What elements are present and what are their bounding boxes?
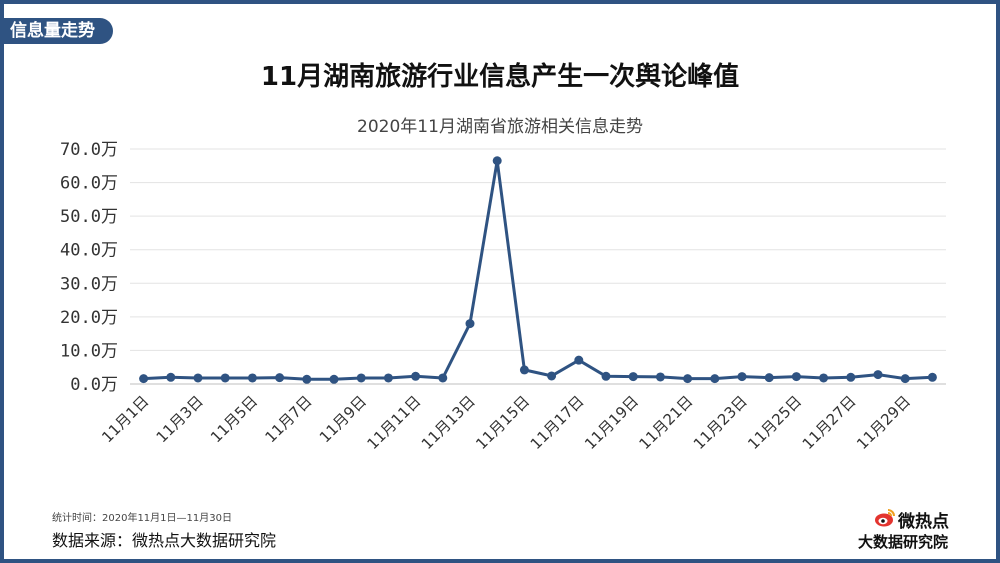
- data-point: [438, 373, 448, 383]
- data-point: [547, 371, 557, 381]
- data-source: 数据来源：微热点大数据研究院: [52, 531, 277, 550]
- x-tick-label: 11月29日: [853, 392, 914, 453]
- main-title: 11月湖南旅游行业信息产生一次舆论峰值: [260, 62, 740, 92]
- data-point: [329, 374, 339, 384]
- data-point: [139, 374, 149, 384]
- data-point: [683, 374, 693, 384]
- y-tick-label: 40.0万: [60, 241, 118, 261]
- x-tick-label: 11月17日: [527, 392, 588, 453]
- section-tag: 信息量走势: [4, 18, 113, 44]
- data-point: [791, 372, 801, 382]
- x-tick-label: 11月7日: [261, 392, 315, 446]
- data-point: [465, 319, 475, 329]
- y-tick-label: 0.0万: [70, 375, 118, 395]
- data-point: [927, 372, 937, 382]
- x-tick-label: 11月3日: [153, 392, 207, 446]
- logo-institute: 大数据研究院: [858, 533, 949, 551]
- x-tick-label: 11月23日: [690, 392, 751, 453]
- y-tick-label: 70.0万: [60, 140, 118, 160]
- logo: 微热点 大数据研究院: [856, 505, 966, 553]
- data-point: [247, 373, 257, 383]
- data-point: [383, 373, 393, 383]
- y-tick-label: 10.0万: [60, 341, 118, 361]
- y-tick-label: 30.0万: [60, 274, 118, 294]
- grid-lines: [130, 148, 946, 385]
- data-point: [356, 373, 366, 383]
- data-point: [411, 371, 421, 381]
- x-tick-label: 11月11日: [363, 392, 424, 453]
- y-tick-label: 20.0万: [60, 308, 118, 328]
- x-tick-label: 11月9日: [316, 392, 370, 446]
- x-tick-label: 11月21日: [635, 392, 696, 453]
- x-tick-label: 11月15日: [472, 392, 533, 453]
- data-point: [737, 372, 747, 382]
- series-line: [143, 159, 933, 381]
- series-line-path: [143, 159, 933, 381]
- series-points: [139, 156, 937, 384]
- data-point: [492, 156, 502, 166]
- weibo-eye-icon: [875, 509, 895, 527]
- data-point: [710, 374, 720, 384]
- data-point: [900, 374, 910, 384]
- y-tick-label: 50.0万: [60, 207, 118, 227]
- data-point: [166, 372, 176, 382]
- data-point: [275, 373, 285, 383]
- data-point: [819, 373, 829, 383]
- x-tick-label: 11月13日: [418, 392, 479, 453]
- data-point: [764, 373, 774, 383]
- logo-brand: 微热点: [898, 512, 949, 532]
- data-point: [302, 374, 312, 384]
- data-point: [601, 371, 611, 381]
- x-tick-label: 11月1日: [98, 392, 152, 446]
- x-tick-label: 11月25日: [744, 392, 805, 453]
- data-point: [574, 355, 584, 365]
- stat-time: 统计时间：2020年11月1日—11月30日: [52, 513, 232, 524]
- x-tick-label: 11月5日: [207, 392, 261, 446]
- data-point: [220, 373, 230, 383]
- x-tick-label: 11月27日: [799, 392, 860, 453]
- y-tick-label: 60.0万: [60, 174, 118, 194]
- data-point: [846, 372, 856, 382]
- x-axis-labels: 11月1日 11月3日 11月5日 11月7日 11月9日11月11日11月13日11月…: [98, 392, 914, 453]
- data-point: [519, 365, 529, 375]
- y-axis-labels: 0.0万 10.0万 20.0万 30.0万 40.0万 50.0万 60.0万 70.0万: [60, 140, 118, 395]
- data-point: [655, 372, 665, 382]
- data-point: [628, 372, 638, 382]
- chart-title: 2020年11月湖南省旅游相关信息走势: [357, 117, 643, 137]
- data-point: [193, 373, 203, 383]
- x-tick-label: 11月19日: [581, 392, 642, 453]
- data-point: [873, 370, 883, 380]
